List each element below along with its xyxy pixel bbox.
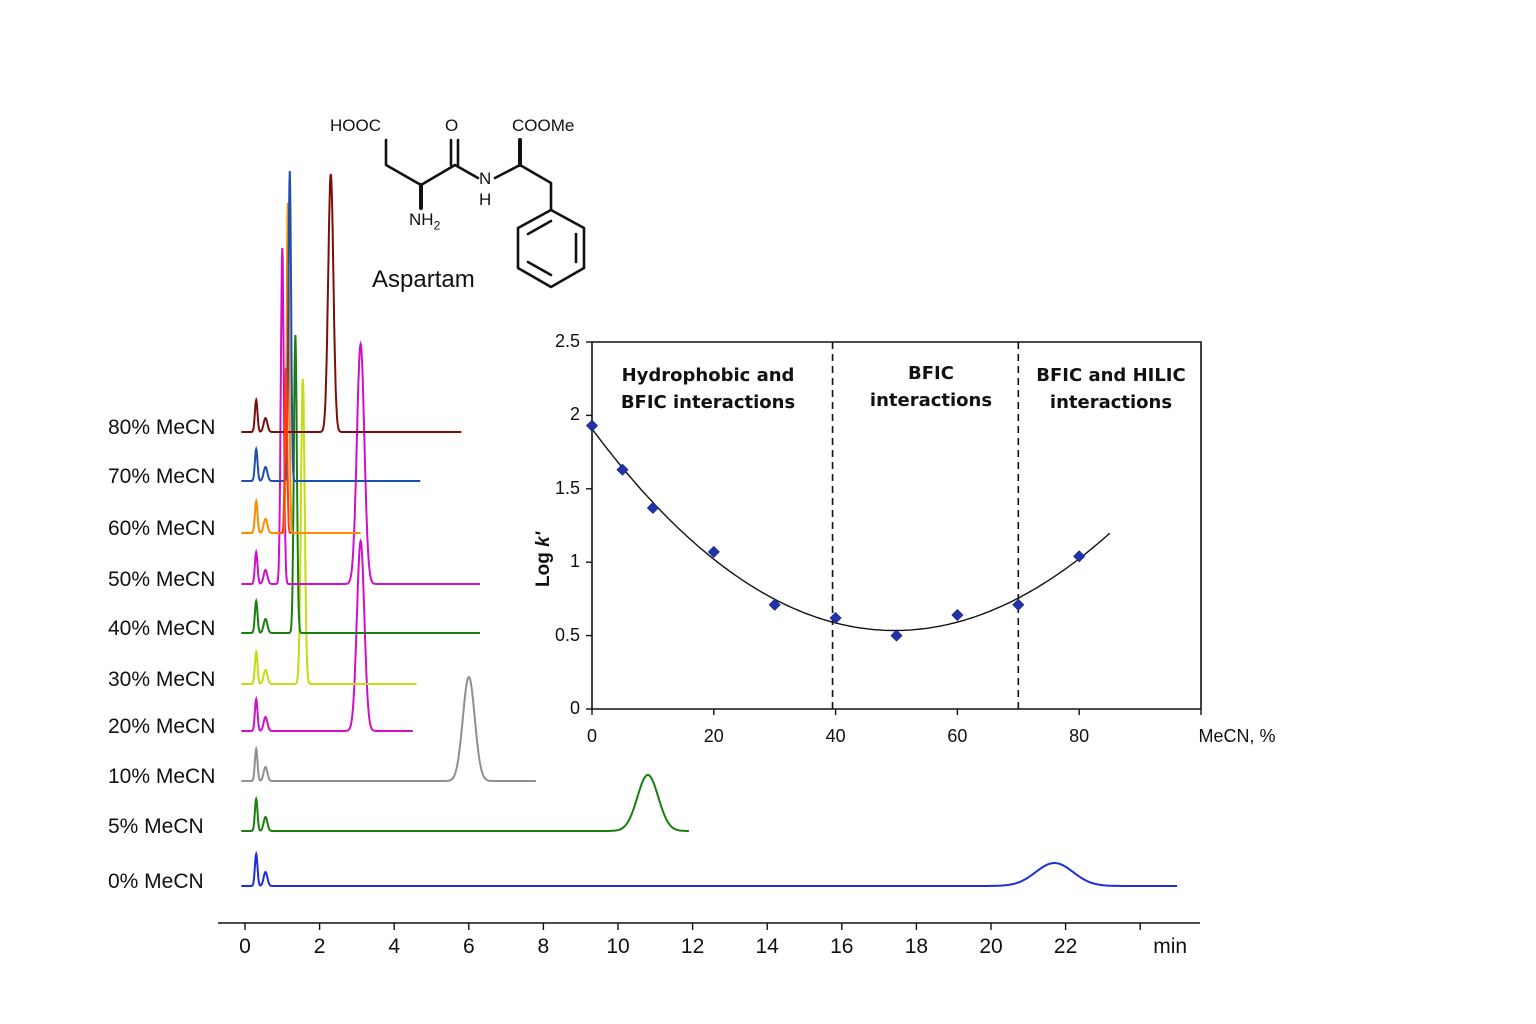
trace-label: 30% MeCN [108,668,216,691]
time-tick-label: 16 [830,935,854,958]
ester-group-label: COOMe [512,116,575,135]
data-point-marker [768,598,781,611]
time-tick-label: 6 [462,935,475,958]
data-point-marker [707,545,720,558]
time-axis-unit: min [1153,935,1188,958]
trace-label: 60% MeCN [108,517,216,540]
inset-y-tick-label: 1 [569,551,580,572]
chromatogram-trace [241,170,421,482]
inset-x-tick-label: 20 [703,726,724,746]
chromatogram-trace [241,334,480,634]
inset-y-tick-label: 1.5 [554,477,580,498]
inset-x-tick-label: 40 [825,726,846,746]
inset-x-tick-label: 0 [586,726,598,746]
trace-label: 40% MeCN [108,617,216,640]
data-point-marker [585,419,599,432]
data-point-marker [951,608,964,622]
trace-label: 80% MeCN [108,416,216,439]
acid-group-label: HOOC [330,116,381,135]
time-tick-label: 22 [1053,935,1078,958]
region-label: BFIC and HILIC interactions [1036,365,1186,413]
data-point-marker [829,611,842,625]
data-point-marker [890,629,903,642]
inset-y-tick-label: 0 [569,698,580,718]
amide-h-label: H [479,190,492,209]
data-point-marker [1073,550,1086,563]
data-point-marker [616,463,629,476]
amine-group-label: NH2 [409,210,441,233]
inset-y-tick-label: 2.5 [554,331,580,351]
inset-x-axis-title: MeCN, % [1198,726,1276,746]
region-label: BFIC interactions [869,363,993,411]
inset-y-axis-title: Log k' [533,531,554,587]
time-tick-label: 10 [606,935,630,958]
time-tick-label: 12 [680,935,705,958]
inset-x-tick-label: 80 [1069,726,1090,746]
chromatogram-trace [241,247,480,585]
time-tick-label: 0 [239,935,251,958]
time-tick-label: 2 [313,935,326,958]
trace-label: 5% MeCN [108,815,204,838]
carbonyl-oxygen-label: O [445,116,459,135]
time-tick-label: 8 [537,935,550,958]
trace-label: 10% MeCN [108,765,216,788]
time-tick-label: 18 [904,935,929,958]
trace-label: 70% MeCN [108,465,216,488]
chromatogram-trace [241,173,462,433]
data-point-marker [646,501,659,514]
compound-name: Aspartam [372,266,475,293]
chromatogram-trace [241,850,1178,887]
chromatogram-trace [241,202,361,534]
time-tick-label: 14 [755,935,779,958]
inset-x-tick-label: 60 [947,726,968,746]
time-tick-label: 20 [979,935,1003,958]
extra-peak-trace [280,367,292,534]
region-label: Hydrophobic and BFIC interactions [620,365,796,413]
chromatogram-trace [241,538,413,732]
amide-n-label: N [479,169,492,188]
time-tick-label: 4 [388,935,401,958]
data-point-marker [1012,598,1025,611]
trace-label: 50% MeCN [108,568,216,591]
trace-label: 0% MeCN [108,870,204,893]
chromatogram-trace [241,675,536,782]
inset-y-tick-label: 2 [569,404,580,425]
trace-label: 20% MeCN [108,715,216,738]
fit-curve [591,428,1111,632]
chromatogram-trace [241,378,417,685]
inset-y-tick-label: 0.5 [554,624,580,645]
chromatogram-trace [241,774,689,832]
